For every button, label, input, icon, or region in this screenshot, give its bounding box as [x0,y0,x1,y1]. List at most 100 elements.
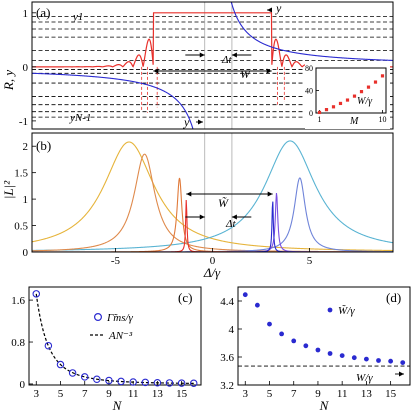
lorentzian-1 [32,141,393,250]
arrow-delta-b-left-head [200,215,205,220]
xtick-label-d-6: 15 [385,388,397,400]
xtick-label-b-2: 5 [307,255,313,267]
legend-marker-gamma [95,314,102,321]
panel-b-ylabel: |L|² [1,180,16,199]
label-W: W [240,67,251,81]
arrow-delta-left-head [200,53,205,58]
xtick-label-c-1: 5 [58,388,64,400]
ytick-label-d-2: 4 [229,324,235,336]
panel-a-label: (a) [36,5,50,20]
inset-xtick-label-0: 1 [318,115,322,124]
ytick-label-c-2: 1.6 [11,295,25,307]
point-c-1 [45,342,51,348]
label-yN-1: yN-1 [69,112,91,124]
inset-xlabel: M [349,116,359,127]
ytick-label-b-2: 1 [23,194,29,206]
legend-label-gamma: Γ̃ms/γ [106,312,134,324]
xtick-label-b-0: -5 [111,255,121,267]
panel-a-ylabel: R, y [1,70,16,91]
panel-b-label: (b) [36,138,51,153]
inset-point-5 [353,95,356,98]
inset-point-2 [332,105,335,108]
arrow-y-top-head [267,8,272,13]
lorentzian-5 [32,193,393,252]
point-d-2 [267,322,272,327]
point-d-4 [291,339,296,344]
lorentzian-0 [32,142,393,251]
xtick-label-d-5: 13 [361,388,373,400]
arrow-W-tilde-head-left [186,192,191,197]
panel-b: 0 0.5 1 1.5 2 -5 0 5 (b) |L|² Δ/γ W̃ Δt [1,133,393,280]
panel-d-frame [238,287,410,385]
ytick-label-c-1: 0.8 [11,337,25,349]
xtick-label-c-6: 15 [176,388,188,400]
label-y1: y1 [72,11,83,23]
xtick-label-d-2: 7 [291,388,297,400]
inset-point-8 [374,80,377,83]
arrow-y-bottom-head [198,120,203,125]
xtick-label-d-1: 5 [267,388,273,400]
point-d-1 [255,303,260,308]
ytick-label-d-3: 4.4 [220,296,234,308]
panel-c: 0 0.8 1.6 3 5 7 9 11 13 15 (c) N Γ̃ms/γ AN⁻³ [11,287,201,413]
curve-y-negative [32,73,206,148]
point-d-11 [376,358,381,363]
point-d-6 [316,348,321,353]
inset-point-9 [381,74,384,77]
label-y-top: y [275,1,282,15]
legend-label-W: W̃/γ [338,304,355,317]
point-d-13 [400,360,405,365]
label-y-bottom: y [183,115,190,129]
xtick-label-c-2: 7 [82,388,88,400]
point-d-10 [364,357,369,362]
ytick-label-d-0: 3.2 [220,380,234,392]
inset-point-7 [367,86,370,89]
inset-point-6 [360,90,363,93]
ytick-label-d-1: 3.6 [220,352,234,364]
panel-d-label: (d) [386,290,401,305]
point-d-3 [279,332,284,337]
point-d-8 [340,353,345,358]
ytick-label-b-1: 0.5 [14,221,28,233]
lorentzian-7 [32,202,393,252]
inset-ytick-label-0: 0 [309,109,313,118]
panel-b-xlabel: Δ/γ [203,265,221,280]
point-d-7 [328,351,333,356]
inset-point-0 [318,111,321,114]
ytick-label-a-1: 0 [23,62,29,74]
panel-a-inset: 0 40 80 1 10 W/γ M [305,64,390,129]
point-d-9 [352,355,357,360]
ytick-label-c-0: 0 [20,379,26,391]
point-d-12 [388,359,393,364]
label-delta-a: Δt [221,54,232,66]
curve-R [32,13,393,67]
point-d-0 [243,292,248,297]
inset-point-3 [339,102,342,105]
xtick-label-c-3: 9 [106,388,112,400]
panel-c-label: (c) [178,290,192,305]
inset-point-1 [325,108,328,111]
inset-xtick-label-1: 10 [379,115,387,124]
curve-y-positive [219,0,393,60]
arrow-delta-right-head [232,53,237,58]
panel-c-xlabel: N [112,398,123,413]
label-delta-b: Δt [225,218,236,230]
panel-d-xlabel: N [319,398,330,413]
xtick-label-d-0: 3 [243,388,249,400]
ytick-label-b-0: 0 [23,247,29,259]
xtick-label-c-0: 3 [34,388,40,400]
ytick-label-a-2: 1 [23,8,29,20]
xtick-label-c-5: 13 [152,388,164,400]
xtick-label-d-4: 11 [337,388,348,400]
arrow-W-tilde-head-right [268,192,273,197]
inset-legend: W/γ [357,96,373,107]
inset-ytick-label-2: 80 [305,64,313,73]
point-d-5 [303,343,308,348]
panel-c-legend: Γ̃ms/γ AN⁻³ [90,312,134,342]
lorentzian-6 [32,200,393,252]
xtick-label-c-4: 11 [128,388,139,400]
ytick-label-b-4: 2 [23,141,29,153]
ytick-label-b-3: 1.5 [14,168,28,180]
